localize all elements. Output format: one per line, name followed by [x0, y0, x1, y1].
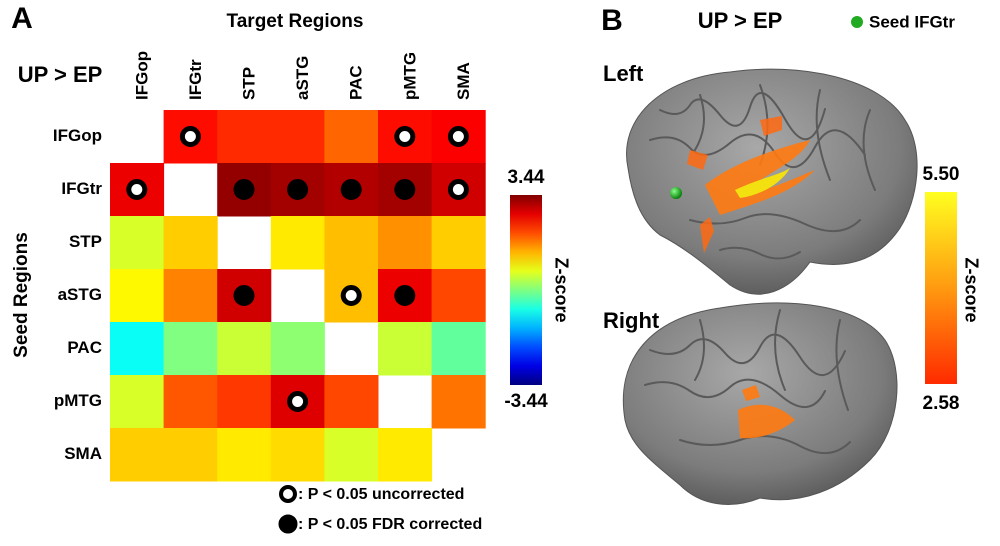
activation	[687, 116, 815, 253]
heatmap-cell	[110, 269, 165, 323]
heatmap-cell	[270, 322, 325, 376]
legend-label: : P < 0.05 FDR corrected	[298, 516, 482, 533]
heatmap-cell	[110, 375, 165, 429]
colorbar-tick-label: 3.44	[508, 167, 545, 188]
x-tick-label: STP	[239, 67, 258, 100]
colorbar-title: Z-score	[961, 257, 981, 322]
significance-marker	[126, 179, 148, 200]
x-tick-label: aSTG	[293, 56, 312, 100]
view-label: Left	[603, 61, 644, 86]
heatmap-cell	[431, 322, 486, 376]
heatmap-cell	[163, 322, 218, 376]
heatmap-cell	[110, 428, 165, 482]
heatmap-cell	[378, 216, 433, 270]
heatmap-cell	[324, 428, 379, 482]
heatmap-cell	[270, 428, 325, 482]
significance-marker	[394, 285, 416, 306]
y-tick-label: IFGtr	[61, 179, 102, 198]
significance-marker	[447, 179, 469, 200]
brain-right	[622, 302, 898, 505]
heatmap-cell	[110, 322, 165, 376]
heatmap-cell	[378, 428, 433, 482]
view-label: Right	[603, 308, 660, 333]
brain-left	[626, 68, 918, 295]
x-tick-label: SMA	[454, 62, 473, 100]
significance-marker	[287, 391, 309, 412]
heatmap-cell	[163, 216, 218, 270]
heatmap-cell	[270, 110, 325, 164]
panel-label: B	[601, 4, 623, 37]
x-tick-label: IFGtr	[186, 59, 205, 100]
heatmap-cell	[324, 375, 379, 429]
x-tick-label: pMTG	[400, 52, 419, 100]
significance-marker	[340, 285, 362, 306]
significance-marker	[394, 126, 416, 147]
y-tick-label: SMA	[64, 444, 102, 463]
colorbar	[510, 195, 542, 385]
chart-title: UP > EP	[18, 62, 103, 87]
significance-marker	[340, 179, 362, 200]
chart-title: UP > EP	[698, 8, 783, 33]
y-tick-label: PAC	[67, 338, 102, 357]
x-tick-label: PAC	[347, 65, 366, 100]
y-tick-label: STP	[69, 232, 102, 251]
seed-legend-marker	[851, 16, 863, 28]
heatmap-cell	[324, 216, 379, 270]
significance-marker	[394, 179, 416, 200]
heatmap-cell	[163, 428, 218, 482]
y-tick-label: IFGop	[53, 126, 102, 145]
heatmap-cell	[431, 216, 486, 270]
y-tick-label: aSTG	[58, 285, 102, 304]
heatmap-cell	[431, 375, 486, 429]
heatmap-cell	[431, 269, 486, 323]
colorbar-tick-label: 2.58	[923, 393, 960, 414]
legend-label: : P < 0.05 uncorrected	[298, 486, 464, 503]
panel-label: A	[11, 2, 33, 35]
colorbar-tick-label: 5.50	[923, 164, 960, 185]
heatmap-cell	[217, 110, 272, 164]
x-tick-label: IFGop	[132, 51, 151, 100]
heatmap-cell	[270, 216, 325, 270]
heatmap-cell	[378, 322, 433, 376]
heatmap-cell	[163, 375, 218, 429]
y-axis-title: Seed Regions	[11, 232, 32, 358]
heatmap-cell	[217, 428, 272, 482]
heatmap-cell	[324, 110, 379, 164]
significance-marker	[287, 179, 309, 200]
heatmap-cell	[217, 322, 272, 376]
significance-marker	[447, 126, 469, 147]
legend-marker	[279, 485, 297, 503]
y-tick-label: pMTG	[54, 391, 102, 410]
seed-marker	[670, 187, 682, 199]
colorbar-title: Z-score	[551, 257, 571, 322]
colorbar-tick-label: -3.44	[504, 391, 548, 412]
colorbar	[925, 192, 957, 384]
significance-marker	[233, 179, 255, 200]
seed-legend-label: Seed IFGtr	[869, 12, 955, 31]
heatmap-cell	[217, 375, 272, 429]
significance-marker	[233, 285, 255, 306]
heatmap-cell	[163, 269, 218, 323]
x-axis-title: Target Regions	[227, 11, 364, 32]
significance-marker	[179, 126, 201, 147]
legend-marker	[278, 514, 298, 534]
heatmap-cell	[110, 216, 165, 270]
